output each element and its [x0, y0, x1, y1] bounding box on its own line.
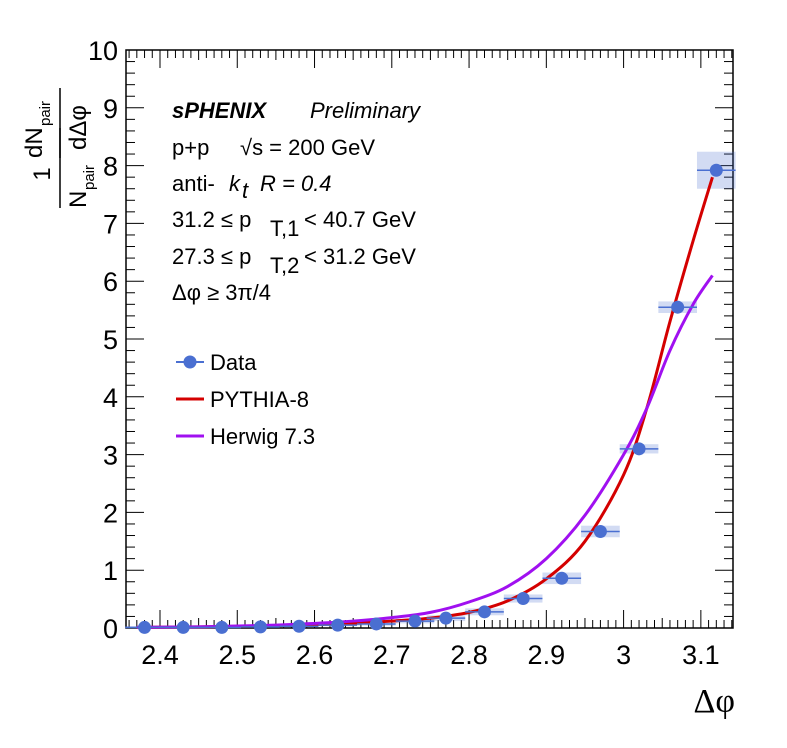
data-point: [138, 620, 152, 634]
legend: Data PYTHIA-8 Herwig 7.3: [176, 350, 315, 449]
experiment-name: sPHENIX: [172, 98, 267, 123]
pt1-sub: T,1: [270, 216, 299, 241]
x-tick-labels: 2.4 2.5 2.6 2.7 2.8 2.9 3 3.1: [141, 640, 719, 670]
y-label-dn: dN: [21, 127, 48, 158]
x-tick-label: 3.1: [682, 640, 720, 670]
data-point: [478, 605, 492, 619]
y-axis-label: 1 N pair dN pair dΔφ: [21, 88, 98, 208]
plot-frame: [125, 49, 734, 629]
y-tick-label: 2: [103, 498, 118, 528]
y-label-dphi: dΔφ: [65, 105, 92, 150]
x-tick-label: 2.5: [218, 640, 256, 670]
x-axis-label: Δφ: [694, 683, 736, 720]
y-label-dn-sub: pair: [37, 101, 54, 126]
axis-ticks: [126, 49, 733, 629]
pt2-prefix: 27.3 ≤ p: [172, 244, 251, 269]
algo-k: k: [229, 171, 241, 196]
data-point: [671, 300, 685, 314]
data-point: [215, 620, 229, 634]
series-line-herwig-7-3: [136, 274, 714, 629]
data-point: [369, 617, 383, 631]
radius-label: R = 0.4: [260, 171, 332, 196]
y-tick-label: 7: [103, 209, 118, 239]
algo-sub: t: [242, 178, 249, 203]
pt2-suffix: < 31.2 GeV: [304, 244, 416, 269]
y-tick-label: 3: [103, 441, 118, 471]
x-tick-label: 2.9: [528, 640, 566, 670]
y-tick-label: 1: [103, 556, 118, 586]
y-tick-label: 10: [88, 36, 118, 66]
data-point: [176, 620, 190, 634]
y-tick-labels: 0 1 2 3 4 5 6 7 8 9 10: [88, 36, 118, 644]
x-tick-label: 2.4: [141, 640, 179, 670]
data-point: [253, 620, 267, 634]
data-point: [516, 592, 530, 606]
y-tick-label: 4: [103, 383, 118, 413]
x-tick-label: 2.6: [296, 640, 334, 670]
data-points: [125, 163, 736, 634]
y-label-n-sub: pair: [81, 165, 98, 190]
pt1-prefix: 31.2 ≤ p: [172, 207, 251, 232]
energy-label: √s = 200 GeV: [240, 135, 375, 160]
dphi-cut-label: Δφ ≥ 3π/4: [172, 280, 271, 305]
data-point: [709, 163, 723, 177]
legend-herwig-label: Herwig 7.3: [210, 424, 315, 449]
pt1-suffix: < 40.7 GeV: [304, 207, 416, 232]
data-point: [292, 619, 306, 633]
legend-data-marker: [183, 355, 197, 369]
y-label-n: N: [65, 191, 92, 208]
y-tick-label: 5: [103, 325, 118, 355]
x-tick-label: 3: [616, 640, 631, 670]
data-point: [632, 442, 646, 456]
data-point: [593, 524, 607, 538]
pt2-sub: T,2: [270, 253, 299, 278]
data-point: [331, 618, 345, 632]
legend-data-label: Data: [210, 350, 257, 375]
data-point: [555, 571, 569, 585]
system-label: p+p: [172, 135, 209, 160]
y-tick-label: 8: [103, 152, 118, 182]
y-tick-label: 6: [103, 267, 118, 297]
y-tick-label: 0: [103, 614, 118, 644]
x-tick-label: 2.8: [450, 640, 488, 670]
annotation-block: sPHENIX Preliminary p+p √s = 200 GeV ant…: [172, 98, 422, 305]
algo-prefix: anti-: [172, 171, 215, 196]
data-point: [408, 614, 422, 628]
y-label-one: 1: [29, 167, 56, 180]
legend-pythia-label: PYTHIA-8: [210, 387, 309, 412]
legend-entry-pythia: PYTHIA-8: [176, 387, 309, 412]
y-tick-label: 9: [103, 94, 118, 124]
data-point: [439, 611, 453, 625]
legend-entry-data: Data: [176, 350, 257, 375]
x-tick-label: 2.7: [373, 640, 411, 670]
preliminary-label: Preliminary: [310, 98, 422, 123]
legend-entry-herwig: Herwig 7.3: [176, 424, 315, 449]
